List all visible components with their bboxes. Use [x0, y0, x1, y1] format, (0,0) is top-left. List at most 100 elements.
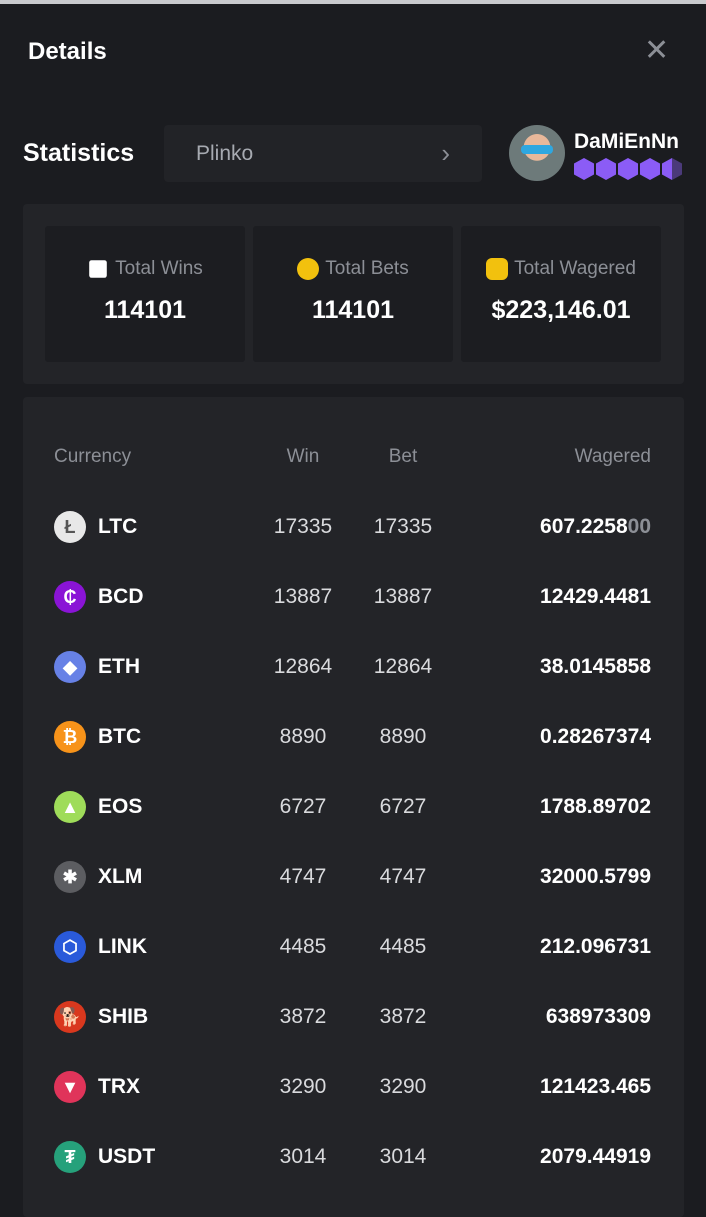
wagered-amount: 2079.44919: [540, 1145, 651, 1169]
trx-icon: ▼: [54, 1071, 86, 1103]
total-bets-card: Total Bets 114101: [253, 226, 453, 362]
table-row: ₮ USDT 3014 3014 2079.44919: [23, 1137, 684, 1177]
summary-panel: Total Wins 114101 Total Bets 114101 Tota…: [23, 204, 684, 384]
table-row: ✱ XLM 4747 4747 32000.5799: [23, 857, 684, 897]
total-wins-card: Total Wins 114101: [45, 226, 245, 362]
wagered-amount: 638973309: [546, 1005, 651, 1029]
col-bet: Bet: [388, 446, 418, 467]
col-wagered: Wagered: [574, 446, 651, 467]
table-row: ▲ EOS 6727 6727 1788.89702: [23, 787, 684, 827]
table-row: Ł LTC 17335 17335 607.225800: [23, 507, 684, 547]
win-count: 8890: [279, 725, 327, 748]
win-count: 3872: [279, 1005, 327, 1028]
eos-icon: ▲: [54, 791, 86, 823]
wagered-value: 1788.89702: [540, 795, 651, 818]
level-badges: [574, 158, 682, 180]
ticket-icon: [89, 260, 107, 278]
table-row: ▼ TRX 3290 3290 121423.465: [23, 1067, 684, 1107]
win-count: 13887: [273, 585, 333, 608]
card-label: Total Wagered: [514, 258, 636, 279]
badge-icon: [574, 158, 594, 180]
shib-icon: 🐕: [54, 1001, 86, 1033]
currency-code: ETH: [98, 655, 140, 678]
usdt-icon: ₮: [54, 1141, 86, 1173]
coin-icon: [297, 258, 320, 280]
badge-icon: [662, 158, 682, 180]
bet-count: 17335: [373, 515, 433, 538]
col-currency: Currency: [54, 446, 132, 467]
bet-count: 12864: [373, 655, 433, 678]
top-divider: [0, 0, 706, 4]
bet-count: 6727: [379, 795, 427, 818]
coin-stack-icon: [486, 258, 509, 280]
table-row: 🐕 SHIB 3872 3872 638973309: [23, 997, 684, 1037]
game-select-value: Plinko: [196, 141, 254, 165]
wagered-amount: 212.096731: [540, 935, 651, 959]
card-label: Total Wins: [115, 258, 203, 279]
statistics-label: Statistics: [23, 139, 135, 167]
ltc-icon: Ł: [54, 511, 86, 543]
win-count: 4747: [279, 865, 327, 888]
xlm-icon: ✱: [54, 861, 86, 893]
win-count: 4485: [279, 935, 327, 958]
wagered-value: 121423.465: [540, 1075, 651, 1098]
game-select[interactable]: Plinko ›: [164, 125, 482, 182]
currency-code: LTC: [98, 515, 138, 538]
wagered-value: 32000.5799: [540, 865, 651, 888]
currency-code: BTC: [98, 725, 142, 748]
close-icon[interactable]: ✕: [644, 34, 670, 67]
currency-code: LINK: [98, 935, 147, 958]
card-label: Total Bets: [325, 258, 409, 279]
wagered-value: 212.096731: [540, 935, 651, 958]
bet-count: 4485: [379, 935, 427, 958]
wagered-amount: 607.225800: [540, 515, 651, 539]
page-title: Details: [28, 38, 107, 65]
table-row: ◆ ETH 12864 12864 38.0145858: [23, 647, 684, 687]
card-value: $223,146.01: [491, 296, 631, 324]
wagered-value: 0.28267374: [540, 725, 651, 748]
bet-count: 3872: [379, 1005, 427, 1028]
wagered-amount: 12429.4481: [540, 585, 651, 609]
bet-count: 13887: [373, 585, 433, 608]
link-icon: ⬡: [54, 931, 86, 963]
win-count: 3014: [279, 1145, 327, 1168]
table-row: ₿ BTC 8890 8890 0.28267374: [23, 717, 684, 757]
table-header: Currency Win Bet Wagered: [23, 437, 684, 477]
wagered-trailing: 00: [627, 515, 651, 538]
currency-code: BCD: [98, 585, 144, 608]
bet-count: 3014: [379, 1145, 427, 1168]
chevron-right-icon: ›: [441, 138, 450, 168]
wagered-value: 38.0145858: [540, 655, 651, 678]
win-count: 3290: [279, 1075, 327, 1098]
bet-count: 3290: [379, 1075, 427, 1098]
wagered-value: 2079.44919: [540, 1145, 651, 1168]
bet-count: 4747: [379, 865, 427, 888]
win-count: 17335: [273, 515, 333, 538]
currency-code: SHIB: [98, 1005, 149, 1028]
wagered-amount: 0.28267374: [540, 725, 651, 749]
currency-code: XLM: [98, 865, 143, 888]
col-win: Win: [286, 446, 320, 467]
eth-icon: ◆: [54, 651, 86, 683]
wagered-value: 607.2258: [540, 515, 628, 538]
card-value: 114101: [311, 296, 395, 324]
table-row: ⬡ LINK 4485 4485 212.096731: [23, 927, 684, 967]
currency-code: EOS: [98, 795, 143, 818]
bcd-icon: ₵: [54, 581, 86, 613]
currency-code: TRX: [98, 1075, 140, 1098]
username[interactable]: DaMiEnNn: [574, 130, 679, 153]
currency-table: Currency Win Bet Wagered Ł LTC 17335 1733…: [23, 397, 684, 1217]
wagered-amount: 32000.5799: [540, 865, 651, 889]
badge-icon: [618, 158, 638, 180]
avatar[interactable]: [509, 125, 565, 181]
wagered-value: 638973309: [545, 1005, 651, 1028]
wagered-amount: 38.0145858: [540, 655, 651, 679]
badge-icon: [640, 158, 660, 180]
wagered-amount: 121423.465: [540, 1075, 651, 1099]
wagered-amount: 1788.89702: [540, 795, 651, 819]
table-row: ₵ BCD 13887 13887 12429.4481: [23, 577, 684, 617]
total-wagered-card: Total Wagered $223,146.01: [461, 226, 661, 362]
btc-icon: ₿: [54, 721, 86, 753]
win-count: 12864: [273, 655, 333, 678]
wagered-value: 12429.4481: [540, 585, 651, 608]
